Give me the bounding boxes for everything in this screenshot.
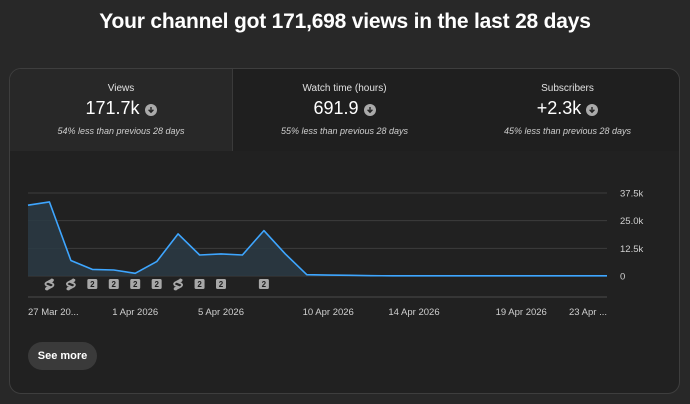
shorts-icon — [44, 278, 55, 291]
page-title: Your channel got 171,698 views in the la… — [99, 10, 591, 33]
tab-comparison: 55% less than previous 28 days — [280, 126, 409, 136]
tab-label: Views — [107, 83, 135, 94]
marker-count: 2 — [219, 280, 224, 289]
shorts-glyph — [66, 278, 76, 291]
tab-value: 691.9 — [313, 98, 359, 118]
marker-count: 2 — [133, 280, 138, 289]
marker-count: 2 — [197, 280, 202, 289]
tab-label: Watch time (hours) — [302, 83, 387, 94]
analytics-card: Views 171.7k 54% less than previous 28 d… — [9, 68, 680, 394]
marker-count: 2 — [262, 280, 267, 289]
x-tick-label: 27 Mar 20... — [28, 307, 79, 318]
y-tick-label: 0 — [620, 272, 625, 283]
tab-subscribers[interactable]: Subscribers +2.3k 45% less than previous… — [456, 69, 679, 151]
x-tick-label: 14 Apr 2026 — [388, 307, 439, 318]
upload-count-marker: 2 — [216, 279, 226, 289]
marker-count: 2 — [112, 280, 117, 289]
tab-comparison: 54% less than previous 28 days — [57, 126, 185, 136]
tab-watch-time[interactable]: Watch time (hours) 691.9 55% less than p… — [233, 69, 456, 151]
x-tick-label: 10 Apr 2026 — [303, 307, 354, 318]
shorts-icon — [173, 278, 183, 291]
arrow-down-icon — [144, 103, 157, 116]
marker-box — [151, 279, 162, 289]
x-tick-label: 23 Apr ... — [569, 307, 607, 318]
upload-count-marker: 2 — [194, 279, 205, 289]
tab-value: 171.7k — [85, 98, 140, 118]
y-tick-label: 25.0k — [620, 216, 643, 227]
shorts-icon — [66, 278, 76, 291]
metric-tabs: Views 171.7k 54% less than previous 28 d… — [10, 69, 679, 151]
marker-box — [194, 279, 205, 289]
tab-value: +2.3k — [536, 98, 582, 118]
shorts-glyph — [173, 278, 183, 291]
upload-count-marker: 2 — [87, 279, 98, 289]
views-area — [28, 201, 607, 276]
marker-box — [216, 279, 226, 289]
arrow-down-icon — [586, 103, 599, 116]
upload-count-marker: 2 — [108, 279, 119, 289]
arrow-down-icon — [363, 103, 376, 116]
shorts-glyph — [44, 278, 55, 291]
views-line — [27, 201, 607, 277]
views-chart[interactable]: 2 2 2 2 2 2 2 0 12.5k 25.0k 37.5k 27 Mar 20... 1 Ap… — [10, 151, 679, 326]
see-more-button[interactable]: See more — [28, 342, 97, 370]
x-tick-label: 5 Apr 2026 — [198, 307, 244, 318]
upload-count-marker: 2 — [130, 279, 141, 289]
upload-count-marker: 2 — [258, 279, 269, 289]
marker-count: 2 — [154, 280, 159, 289]
marker-count: 2 — [90, 280, 95, 289]
x-tick-label: 19 Apr 2026 — [496, 307, 547, 318]
tab-views[interactable]: Views 171.7k 54% less than previous 28 d… — [10, 69, 233, 151]
tab-comparison: 45% less than previous 28 days — [503, 126, 632, 136]
marker-box — [108, 279, 119, 289]
marker-box — [258, 279, 269, 289]
y-tick-label: 12.5k — [620, 244, 643, 255]
tab-label: Subscribers — [541, 83, 594, 94]
x-tick-label: 1 Apr 2026 — [112, 307, 158, 318]
marker-box — [87, 279, 98, 289]
upload-count-marker: 2 — [151, 279, 162, 289]
y-tick-label: 37.5k — [620, 189, 643, 200]
marker-box — [130, 279, 141, 289]
